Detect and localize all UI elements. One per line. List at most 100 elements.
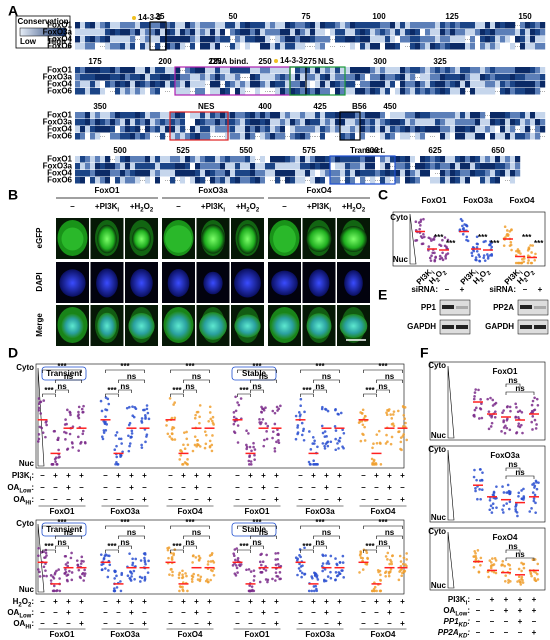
- subscript: KD: [459, 622, 468, 628]
- conservation-cell: [270, 112, 276, 119]
- conservation-cell: [175, 119, 181, 126]
- conservation-cell: [335, 36, 341, 43]
- conservation-cell: [125, 43, 131, 50]
- conservation-cell: [160, 22, 166, 29]
- conservation-cell: [495, 43, 501, 50]
- subscript: 2: [140, 207, 144, 213]
- conservation-cell: [315, 170, 321, 177]
- cell-dot: [397, 578, 401, 582]
- cell-dot: [42, 550, 45, 554]
- conservation-cell: [115, 74, 121, 81]
- conservation-cell: [230, 22, 236, 29]
- conservation-cell: [510, 22, 516, 29]
- sign: +: [66, 597, 71, 606]
- sign: –: [361, 619, 366, 628]
- label-part: :: [31, 619, 34, 628]
- sign: –: [129, 495, 134, 504]
- conservation-cell: [295, 43, 301, 50]
- conservation-cell: [115, 112, 121, 119]
- conservation-cell: [405, 67, 411, 74]
- conservation-cell: [405, 22, 411, 29]
- cell-dot: [314, 584, 318, 588]
- cell-dot: [444, 257, 448, 260]
- conservation-cell: [150, 22, 156, 29]
- conservation-cell: [475, 170, 481, 177]
- conservation-cell: [250, 112, 256, 119]
- conservation-cell: [440, 133, 446, 140]
- cell-dot: [38, 400, 42, 404]
- conservation-cell: [380, 119, 386, 126]
- sig-bracket: [118, 389, 132, 393]
- sig-label: ***: [365, 386, 375, 395]
- conservation-cell: [465, 81, 471, 88]
- nucleus: [165, 311, 192, 341]
- sign: –: [79, 483, 84, 492]
- cell-dot: [479, 398, 482, 401]
- cell-dot: [478, 259, 482, 263]
- conservation-cell: [485, 119, 491, 126]
- conservation-cell: [500, 36, 506, 43]
- cell-dot: [389, 413, 392, 416]
- conservation-cell: [345, 112, 351, 119]
- cell-dot: [198, 421, 201, 425]
- conservation-cell: [210, 88, 216, 95]
- conservation-cell: [350, 43, 356, 50]
- cell-dot: [53, 429, 57, 433]
- plot-frame: [429, 361, 546, 441]
- cell-dot: [271, 430, 275, 433]
- conservation-cell: [190, 74, 196, 81]
- position-label: 450: [383, 102, 397, 111]
- cell-dot: [125, 406, 129, 410]
- sign: –: [311, 495, 316, 504]
- conservation-cell: [165, 163, 171, 170]
- cell-dot: [312, 459, 315, 463]
- cell-dot: [502, 491, 506, 494]
- cell-dot: [531, 491, 535, 494]
- conservation-cell: [455, 81, 461, 88]
- conservation-cell: [425, 67, 431, 74]
- cell-dot: [197, 554, 201, 558]
- sig-bracket: [313, 535, 340, 539]
- conservation-cell: [180, 22, 186, 29]
- conservation-cell: [100, 74, 106, 81]
- group-label: FoxO3a: [305, 630, 335, 639]
- conservation-cell: [325, 163, 331, 170]
- sig-bracket: [505, 475, 535, 479]
- column-label: +H2O2: [236, 202, 260, 213]
- conservation-cell: [245, 36, 251, 43]
- sig-bracket: [55, 389, 69, 393]
- plot-title: FoxO1: [422, 196, 447, 205]
- cell-dot: [68, 432, 72, 436]
- conservation-cell: [490, 112, 496, 119]
- conservation-cell: [490, 36, 496, 43]
- conservation-cell: [120, 29, 126, 36]
- conservation-cell: [415, 36, 421, 43]
- conservation-cell: [400, 119, 406, 126]
- row-label: eGFP: [35, 227, 44, 249]
- cell-dot: [196, 439, 199, 442]
- plot-title: FoxO3a: [463, 196, 493, 205]
- conservation-cell: [385, 43, 391, 50]
- sign: –: [40, 495, 45, 504]
- subscript: Low: [19, 613, 31, 619]
- cell-dot: [473, 391, 477, 394]
- conservation-cell: [185, 112, 191, 119]
- axis-wedge: [447, 531, 455, 589]
- conservation-cell: [275, 156, 281, 163]
- conservation-cell: [530, 29, 536, 36]
- cell-dot: [534, 252, 537, 256]
- cell-dot: [520, 575, 524, 579]
- conservation-cell: [295, 112, 301, 119]
- conservation-cell: [445, 177, 451, 184]
- conservation-cell: [145, 36, 151, 43]
- sig-label: ***: [107, 542, 117, 551]
- conservation-cell: [520, 67, 526, 74]
- cell-dot: [308, 463, 312, 466]
- sign: –: [168, 471, 173, 480]
- cell-dot: [178, 571, 181, 575]
- conservation-cell: [505, 112, 511, 119]
- conservation-cell: [430, 177, 436, 184]
- subscript: 2: [28, 602, 32, 608]
- conservation-cell: [515, 36, 521, 43]
- conservation-cell: [275, 112, 281, 119]
